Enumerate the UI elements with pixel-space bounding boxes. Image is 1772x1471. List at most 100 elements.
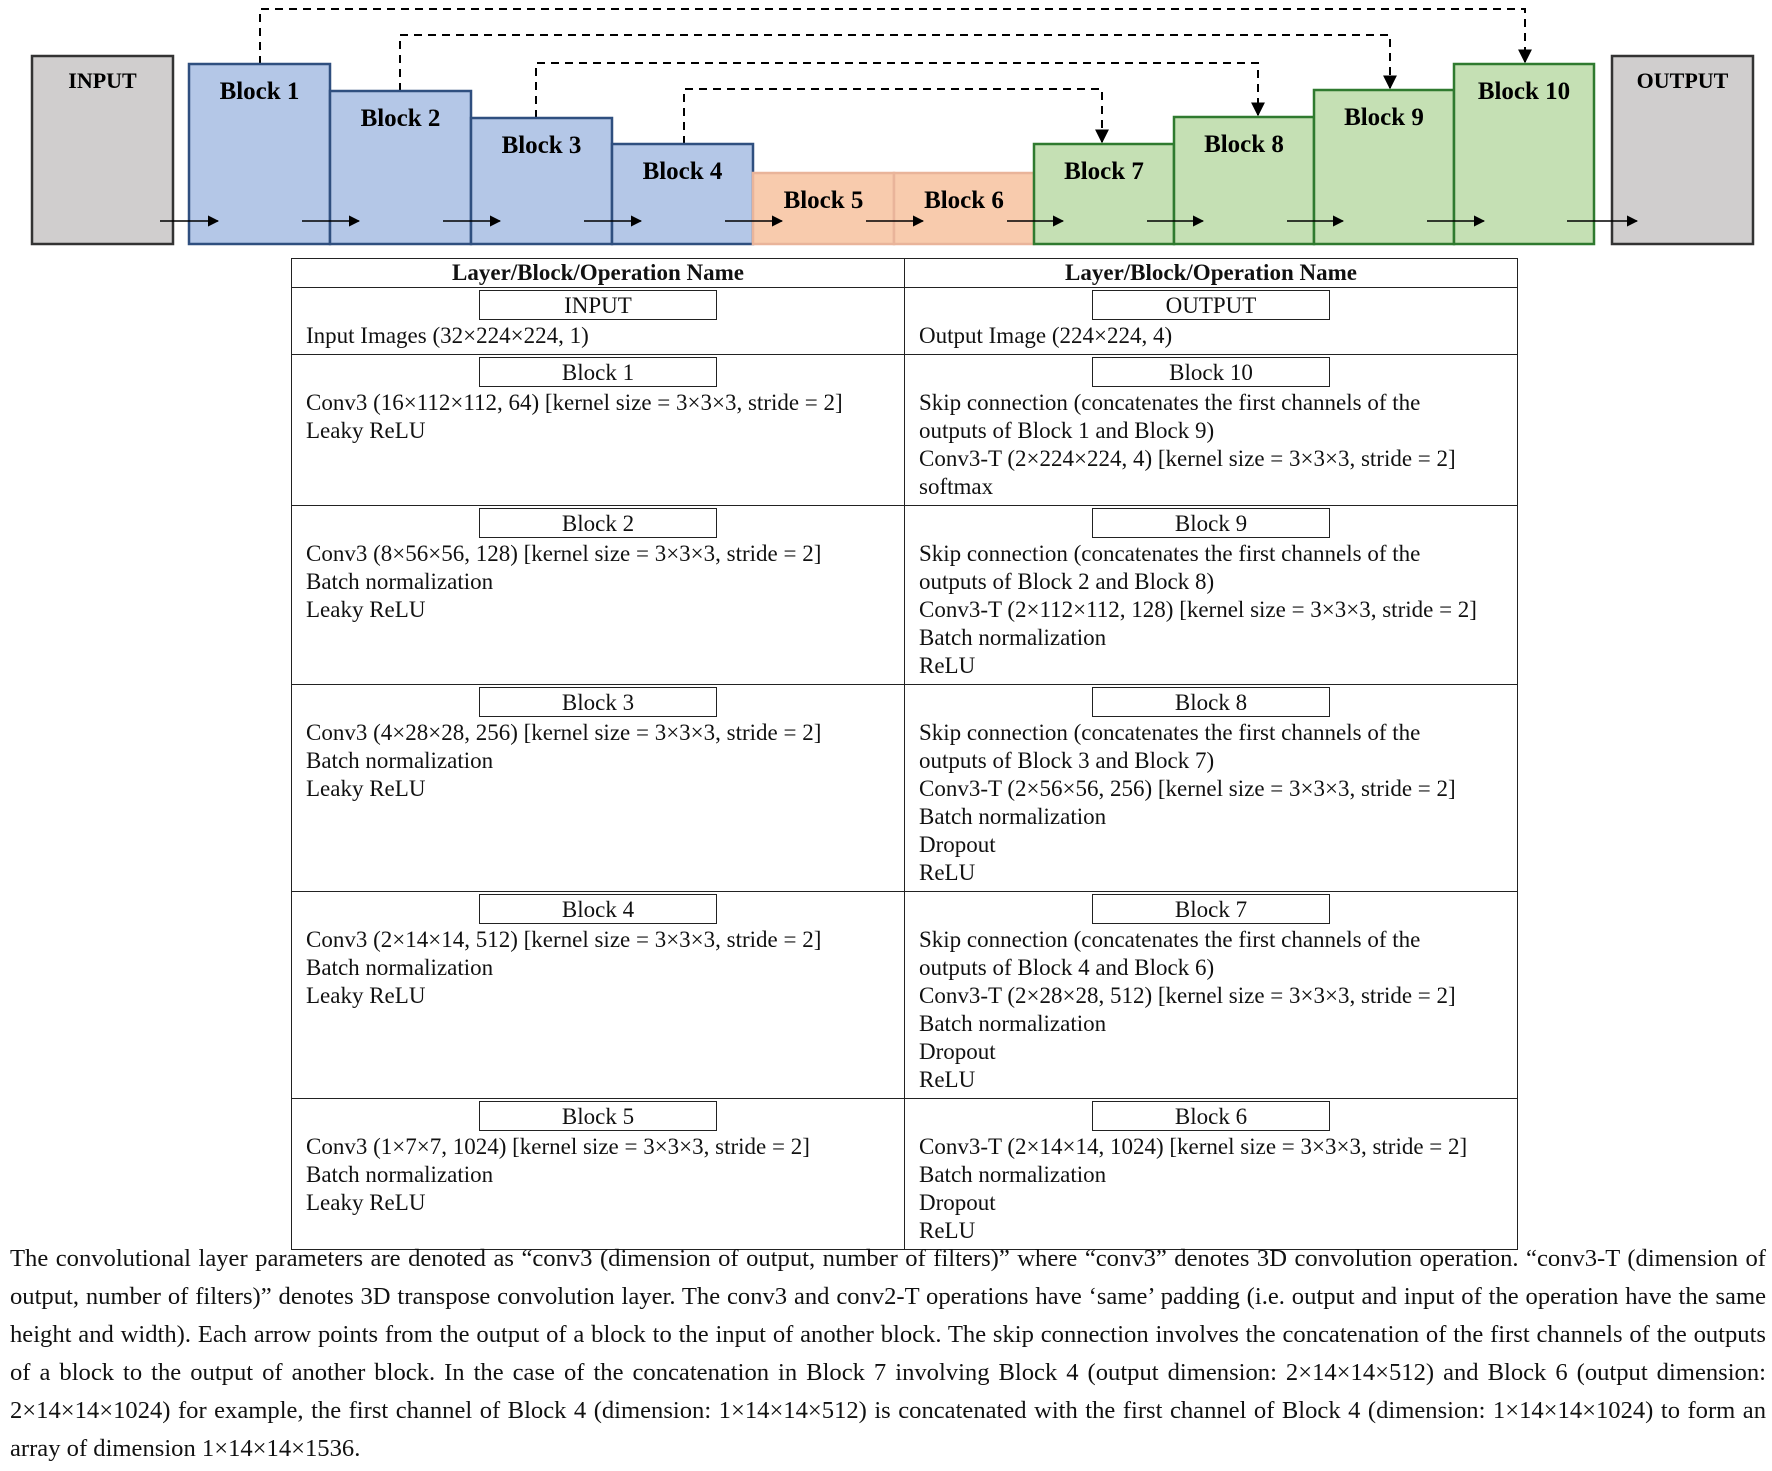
cell-block-title: Block 7 [1092, 894, 1330, 924]
block-label: Block 7 [1064, 158, 1144, 185]
block-box [1172, 115, 1316, 246]
cell-operation-line: Dropout [919, 1190, 996, 1215]
cell-block-title: Block 9 [1092, 508, 1330, 538]
block-boxes: INPUT OUTPUT Block 1 Block 2 Block 3 Block 4 B… [30, 54, 1755, 246]
table-row: Block 5 Conv3 (1×7×7, 1024) [kernel size … [291, 1098, 1518, 1250]
table-cell: Block 10 Skip connection (concatenates th… [904, 354, 1518, 506]
cell-operation-line: Batch normalization [919, 1162, 1107, 1187]
cell-operation-line: Skip connection (concatenates the first … [919, 541, 1421, 566]
table-cell: Block 7 Skip connection (concatenates the… [904, 891, 1518, 1099]
cell-operation-line: Batch normalization [919, 804, 1107, 829]
skip-connections [259, 8, 1532, 144]
cell-operation-line: Leaky ReLU [306, 983, 426, 1008]
skip-connection-arrow [399, 34, 1397, 91]
cell-operation-line: Conv3 (16×112×112, 64) [kernel size = 3×… [306, 390, 843, 415]
output-box [1610, 54, 1755, 246]
cell-operation-line: Leaky ReLU [306, 1190, 426, 1215]
block-label: Block 6 [924, 187, 1004, 214]
cell-operation-line: Conv3-T (2×28×28, 512) [kernel size = 3×… [919, 983, 1456, 1008]
block-label: Block 9 [1344, 104, 1424, 131]
cell-block-title: Block 1 [479, 357, 717, 387]
table-cell: Block 4 Conv3 (2×14×14, 512) [kernel size… [291, 891, 905, 1099]
input-box [30, 54, 175, 246]
skip-connection-arrow [259, 8, 1532, 64]
caption-text: The convolutional layer parameters are d… [10, 1245, 1766, 1462]
cell-operation-line: Conv3 (4×28×28, 256) [kernel size = 3×3×… [306, 720, 822, 745]
cell-operation-line: Conv3 (1×7×7, 1024) [kernel size = 3×3×3… [306, 1134, 810, 1159]
cell-operation-line: Skip connection (concatenates the first … [919, 390, 1421, 415]
block-label: Block 3 [502, 132, 582, 159]
table-cell: Block 3 Conv3 (4×28×28, 256) [kernel size… [291, 684, 905, 892]
cell-operation-line: Conv3-T (2×224×224, 4) [kernel size = 3×… [919, 446, 1456, 471]
cell-operation-line: Batch normalization [306, 955, 494, 980]
cell-block-title: Block 4 [479, 894, 717, 924]
table-cell: Block 2 Conv3 (8×56×56, 128) [kernel size… [291, 505, 905, 685]
cell-operation-line: Conv3 (2×14×14, 512) [kernel size = 3×3×… [306, 927, 822, 952]
column-header: Layer/Block/Operation Name [291, 258, 905, 288]
block-box [610, 142, 755, 246]
cell-operation-line: Dropout [919, 832, 996, 857]
cell-operation-line: Conv3-T (2×56×56, 256) [kernel size = 3×… [919, 776, 1456, 801]
block-label: Block 4 [643, 158, 723, 185]
cell-block-title: Block 6 [1092, 1101, 1330, 1131]
cell-operation-line: outputs of Block 3 and Block 7) [919, 748, 1215, 773]
block-box [1452, 62, 1596, 246]
table-cell: Block 6 Conv3-T (2×14×14, 1024) [kernel s… [904, 1098, 1518, 1250]
cell-block-title: INPUT [479, 290, 717, 320]
table-row: Block 4 Conv3 (2×14×14, 512) [kernel size… [291, 891, 1518, 1099]
cell-operation-line: ReLU [919, 1067, 976, 1092]
figure-caption: The convolutional layer parameters are d… [10, 1240, 1766, 1468]
layer-table: Layer/Block/Operation Name Layer/Block/O… [291, 258, 1518, 1250]
network-diagram: INPUT OUTPUT Block 1 Block 2 Block 3 Block 4 B… [30, 8, 1755, 246]
cell-operation-line: Dropout [919, 1039, 996, 1064]
block-label: Block 5 [784, 187, 864, 214]
cell-operation-line: ReLU [919, 1218, 976, 1243]
cell-operation-line: Input Images (32×224×224, 1) [306, 323, 589, 348]
block-box [1032, 142, 1176, 246]
cell-operation-line: ReLU [919, 653, 976, 678]
block-label: Block 10 [1478, 78, 1570, 105]
cell-operation-line: Batch normalization [919, 625, 1107, 650]
table-cell: INPUT Input Images (32×224×224, 1) [291, 287, 905, 355]
table-row: Block 2 Conv3 (8×56×56, 128) [kernel size… [291, 505, 1518, 685]
cell-operation-line: Leaky ReLU [306, 418, 426, 443]
column-header: Layer/Block/Operation Name [904, 258, 1518, 288]
cell-operation-line: outputs of Block 4 and Block 6) [919, 955, 1215, 980]
table-row: INPUT Input Images (32×224×224, 1) OUTPUT O… [291, 287, 1518, 355]
cell-operation-line: Batch normalization [306, 569, 494, 594]
skip-connection-arrow [683, 88, 1109, 144]
cell-block-title: Block 2 [479, 508, 717, 538]
skip-connection-arrow [535, 62, 1265, 118]
cell-operation-line: Conv3-T (2×112×112, 128) [kernel size = … [919, 597, 1477, 622]
table-cell: Block 1 Conv3 (16×112×112, 64) [kernel si… [291, 354, 905, 506]
block-label: Block 1 [220, 78, 300, 105]
table-cell: Block 8 Skip connection (concatenates the… [904, 684, 1518, 892]
cell-operation-line: Batch normalization [919, 1011, 1107, 1036]
cell-block-title: Block 8 [1092, 687, 1330, 717]
cell-operation-line: outputs of Block 1 and Block 9) [919, 418, 1215, 443]
cell-operation-line: Batch normalization [306, 748, 494, 773]
cell-operation-line: Leaky ReLU [306, 776, 426, 801]
cell-operation-line: Leaky ReLU [306, 597, 426, 622]
cell-operation-line: Output Image (224×224, 4) [919, 323, 1173, 348]
table-header-row: Layer/Block/Operation Name Layer/Block/O… [291, 258, 1518, 288]
table-cell: OUTPUT Output Image (224×224, 4) [904, 287, 1518, 355]
input-box-label: INPUT [68, 68, 137, 93]
block-label: Block 2 [361, 105, 441, 132]
cell-operation-line: Conv3 (8×56×56, 128) [kernel size = 3×3×… [306, 541, 822, 566]
cell-operation-line: Skip connection (concatenates the first … [919, 927, 1421, 952]
block-box [892, 171, 1036, 246]
cell-operation-line: ReLU [919, 860, 976, 885]
cell-operation-line: Skip connection (concatenates the first … [919, 720, 1421, 745]
table-cell: Block 5 Conv3 (1×7×7, 1024) [kernel size … [291, 1098, 905, 1250]
cell-operation-line: Batch normalization [306, 1162, 494, 1187]
output-box-label: OUTPUT [1637, 68, 1729, 93]
table-row: Block 1 Conv3 (16×112×112, 64) [kernel si… [291, 354, 1518, 506]
block-label: Block 8 [1204, 131, 1284, 158]
cell-operation-line: softmax [919, 474, 994, 499]
cell-block-title: Block 10 [1092, 357, 1330, 387]
block-box [751, 171, 896, 246]
cell-block-title: OUTPUT [1092, 290, 1330, 320]
table-cell: Block 9 Skip connection (concatenates the… [904, 505, 1518, 685]
cell-block-title: Block 3 [479, 687, 717, 717]
